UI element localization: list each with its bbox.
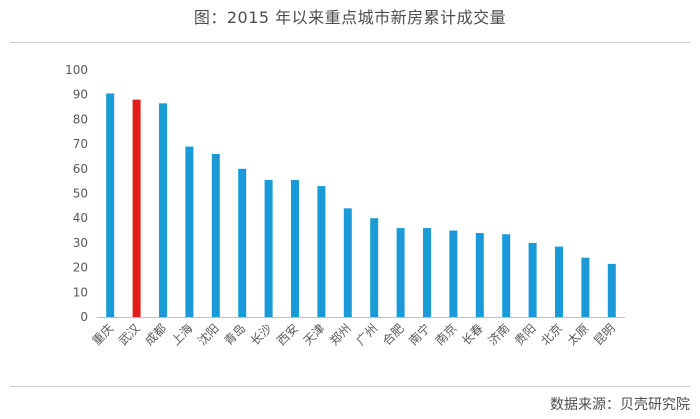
y-tick-label: 70 <box>73 137 88 151</box>
bar-0 <box>106 93 115 317</box>
bar-18 <box>581 257 590 317</box>
bar-5 <box>238 168 247 317</box>
bar-17 <box>555 246 563 317</box>
chart-title: 图：2015 年以来重点城市新房累计成交量 <box>193 8 507 27</box>
bar-8 <box>317 186 326 317</box>
y-tick-label: 30 <box>73 236 88 250</box>
x-tick-label: 南京 <box>432 321 460 349</box>
x-tick-label: 南宁 <box>406 321 434 349</box>
source-note: 数据来源：贝壳研究院 <box>550 397 690 413</box>
y-axis: 0 10 20 30 40 50 60 70 80 90 100 <box>65 63 88 324</box>
x-tick-label: 济南 <box>485 321 513 349</box>
bar-1 <box>132 99 141 317</box>
x-tick-label: 成都 <box>142 321 169 348</box>
y-tick-label: 100 <box>65 63 88 77</box>
x-tick-label: 郑州 <box>326 321 354 349</box>
bar-12 <box>423 228 431 317</box>
y-tick-label: 0 <box>80 310 88 324</box>
x-tick-label: 长沙 <box>248 321 275 348</box>
x-tick-label: 合肥 <box>379 321 407 349</box>
bottom-divider <box>10 386 690 387</box>
bar-15 <box>502 234 511 317</box>
x-tick-label: 武汉 <box>116 321 143 348</box>
x-tick-label: 贵阳 <box>512 321 539 348</box>
x-tick-label: 青岛 <box>221 321 249 349</box>
bar-3 <box>185 146 194 317</box>
bar-9 <box>343 208 352 317</box>
bar-7 <box>291 179 299 317</box>
y-tick-label: 10 <box>73 285 88 299</box>
x-tick-label: 天津 <box>301 321 328 348</box>
bar-19 <box>607 263 616 317</box>
x-tick-label: 昆明 <box>591 321 618 348</box>
x-tick-label: 太原 <box>564 321 592 349</box>
x-tick-label: 广州 <box>353 321 380 348</box>
y-tick-label: 90 <box>73 88 88 102</box>
y-tick-label: 20 <box>73 261 88 275</box>
bar-14 <box>475 233 484 317</box>
x-tick-label: 西安 <box>274 321 302 349</box>
bar-10 <box>370 218 379 317</box>
bar-chart: 0 10 20 30 40 50 60 70 80 90 100 重庆 武汉 成都 上海 沈阳 青岛 长沙 西安天… <box>65 63 625 349</box>
bar-11 <box>396 228 405 317</box>
x-axis: 重庆 武汉 成都 上海 沈阳 青岛 长沙 西安 天津 郑州 广州 合肥 南宁 南京 长春 济南 贵阳 北京 太原 昆明 <box>89 321 617 349</box>
bar-series <box>106 93 616 317</box>
x-tick-label: 重庆 <box>89 321 116 348</box>
bar-16 <box>528 242 537 317</box>
bar-13 <box>449 230 458 317</box>
x-tick-label: 北京 <box>538 321 565 348</box>
y-tick-label: 40 <box>73 211 88 225</box>
y-tick-label: 50 <box>73 187 88 201</box>
bar-6 <box>264 179 273 317</box>
x-tick-label: 长春 <box>459 321 486 348</box>
x-tick-label: 上海 <box>168 321 196 349</box>
y-tick-label: 60 <box>73 162 88 176</box>
x-tick-label: 沈阳 <box>194 321 222 349</box>
bar-4 <box>211 153 220 317</box>
top-divider <box>10 42 690 43</box>
y-tick-label: 80 <box>73 112 88 126</box>
bar-2 <box>159 103 167 317</box>
